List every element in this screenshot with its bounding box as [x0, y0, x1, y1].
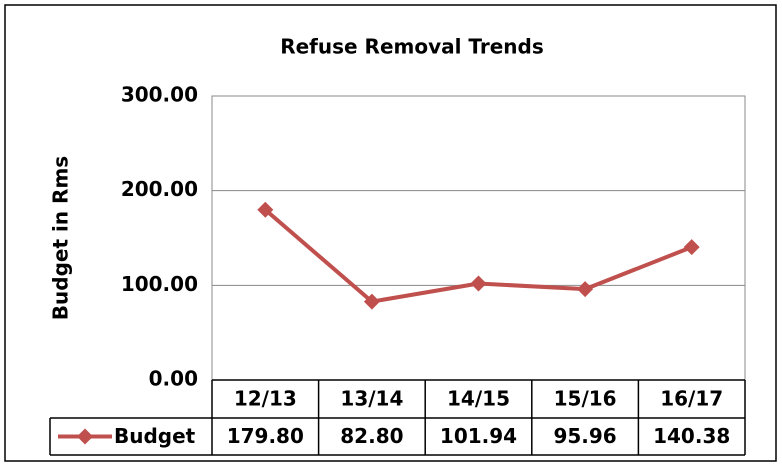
legend-label: Budget: [114, 424, 196, 448]
table-value: 140.38: [653, 424, 730, 448]
chart-frame: [4, 4, 777, 462]
y-tick-label: 300.00: [121, 83, 198, 107]
y-tick-label: 0.00: [149, 367, 198, 391]
table-value: 82.80: [340, 424, 403, 448]
x-tick-label: 14/15: [447, 387, 510, 411]
y-tick-label: 100.00: [121, 272, 198, 296]
chart-title: Refuse Removal Trends: [280, 35, 544, 59]
table-value: 95.96: [553, 424, 616, 448]
y-tick-label: 200.00: [121, 177, 198, 201]
y-axis-label: Budget in Rms: [49, 156, 73, 320]
point-marker: [363, 293, 380, 310]
x-tick-label: 13/14: [340, 387, 403, 411]
legend-marker: [77, 428, 93, 445]
x-tick-label: 15/16: [554, 387, 617, 411]
x-tick-label: 12/13: [234, 387, 297, 411]
point-marker: [683, 239, 700, 256]
point-marker: [577, 281, 594, 298]
point-marker: [470, 275, 487, 292]
table-value: 179.80: [227, 424, 304, 448]
x-tick-label: 16/17: [660, 387, 723, 411]
table-value: 101.94: [440, 424, 517, 448]
point-marker: [257, 201, 274, 218]
